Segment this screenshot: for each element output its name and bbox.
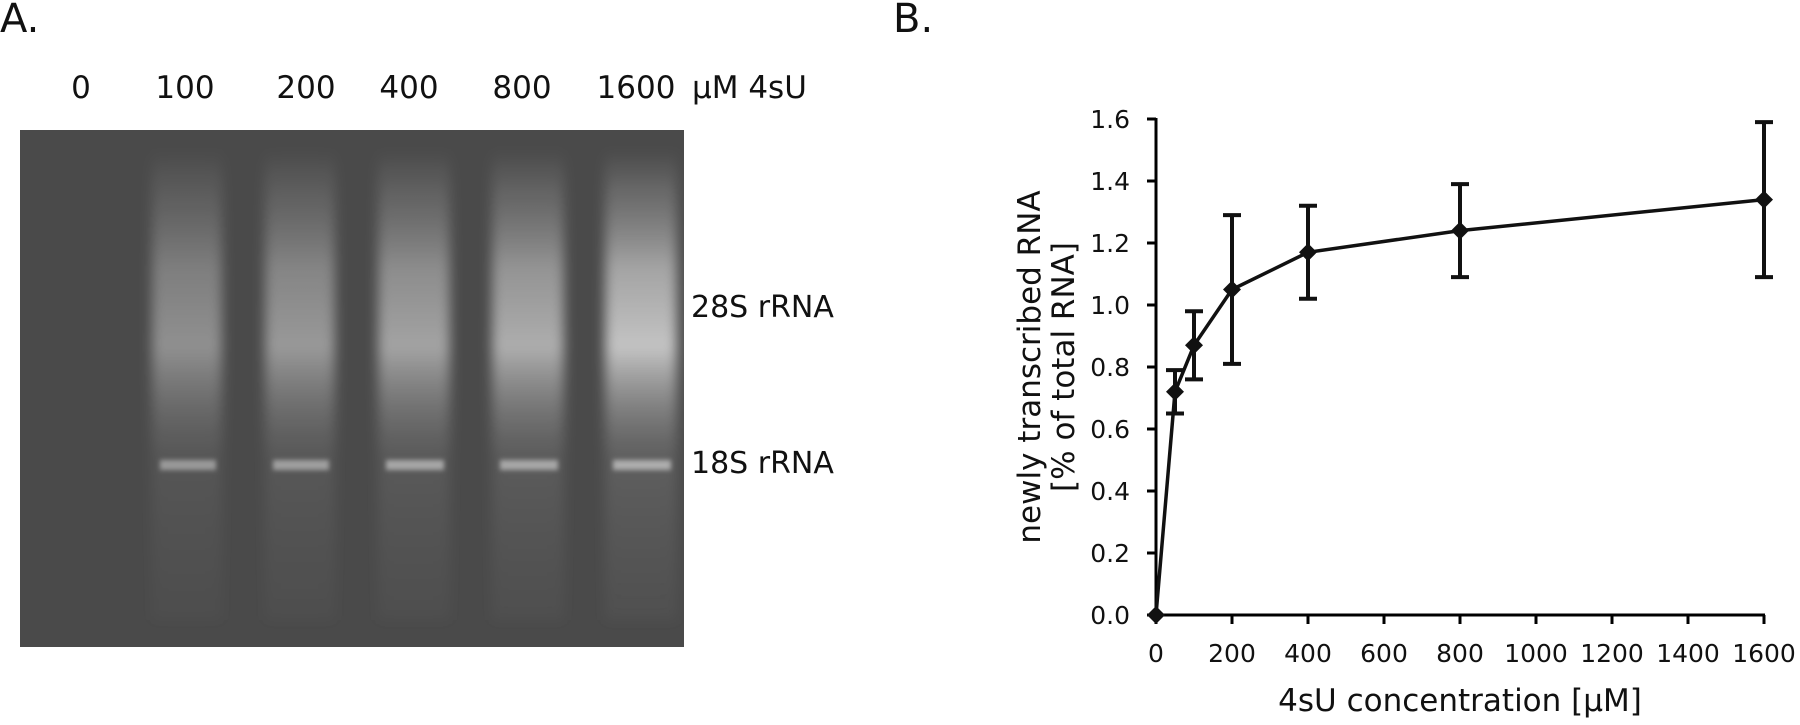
y-tick-label: 1.0: [1090, 291, 1130, 320]
y-tick-label: 0.4: [1090, 477, 1130, 506]
band-18s-400: [386, 460, 444, 470]
gel-lane-400: [378, 150, 450, 620]
x-tick-label: 1200: [1580, 639, 1644, 668]
y-axis-label-line1: newly transcribed RNA: [1012, 190, 1048, 543]
x-tick-label: 400: [1284, 639, 1332, 668]
band-18s-800: [500, 460, 558, 470]
gel-lane-800: [492, 150, 564, 620]
panel-a-label: A.: [0, 0, 40, 42]
band-label-28s: 28S rRNA: [691, 290, 834, 325]
lane-label-400: 400: [379, 70, 439, 106]
y-tick-label: 1.6: [1090, 105, 1130, 134]
lane-label-100: 100: [155, 70, 215, 106]
data-point: [1147, 606, 1165, 624]
data-point: [1299, 243, 1317, 262]
lane-label-200: 200: [276, 70, 336, 106]
lane-label-0: 0: [71, 70, 91, 106]
x-tick-label: 800: [1436, 639, 1484, 668]
lane-unit-label: µM 4sU: [692, 70, 807, 106]
y-axis-label-line2: [% of total RNA]: [1046, 242, 1082, 492]
x-tick-label: 200: [1208, 639, 1256, 668]
band-18s-200: [273, 460, 329, 470]
data-point: [1185, 336, 1203, 355]
y-tick-label: 1.4: [1090, 167, 1130, 196]
lane-label-1600: 1600: [596, 70, 676, 106]
y-tick-label: 1.2: [1090, 229, 1130, 258]
data-point: [1755, 190, 1773, 209]
x-tick-label: 0: [1148, 639, 1164, 668]
panel-b-label: B.: [893, 0, 934, 42]
lane-label-800: 800: [492, 70, 552, 106]
gel-image: [20, 130, 684, 647]
line-chart: 0.0 0.2 0.4 0.6 0.8 1.0 1.2 1.4 1.6 0 200 400 600 800…: [1012, 105, 1796, 719]
y-tick-label: 0.8: [1090, 353, 1130, 382]
gel-lane-100: [152, 150, 222, 620]
x-tick-label: 1400: [1656, 639, 1720, 668]
x-tick-label: 600: [1360, 639, 1408, 668]
data-point: [1451, 221, 1469, 240]
data-point: [1223, 280, 1241, 299]
y-tick-label: 0.2: [1090, 539, 1130, 568]
band-18s-100: [160, 460, 216, 470]
x-tick-label: 1000: [1504, 639, 1568, 668]
y-tick-label: 0.6: [1090, 415, 1130, 444]
data-point: [1166, 382, 1184, 401]
y-tick-label: 0.0: [1090, 601, 1130, 630]
band-label-18s: 18S rRNA: [691, 446, 834, 481]
x-tick-label: 1600: [1732, 639, 1796, 668]
band-18s-1600: [613, 460, 671, 470]
gel-lane-1600: [605, 150, 677, 620]
gel-lane-200: [265, 150, 335, 620]
x-axis-label: 4sU concentration [µM]: [1278, 683, 1642, 719]
